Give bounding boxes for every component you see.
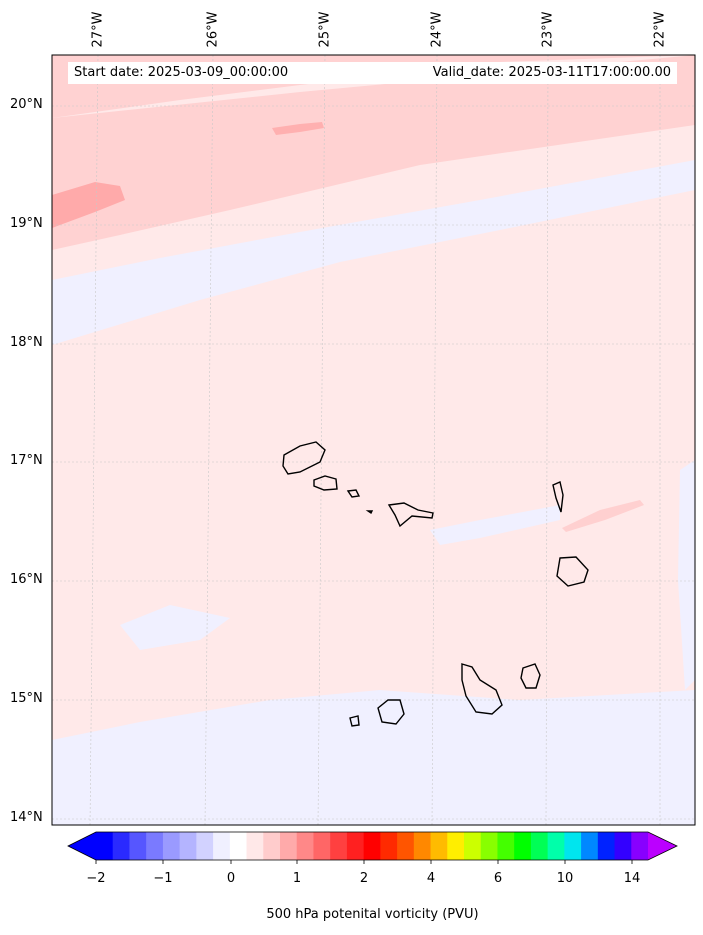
start-date-label: Start date: 2025-03-09_00:00:00 (74, 65, 289, 80)
lat-label-19n: 19°N (10, 216, 43, 231)
island-santa-luzia (346, 489, 361, 498)
colorbar-segment (179, 832, 197, 860)
colorbar-segment (96, 832, 114, 860)
cbar-tick-label: 10 (556, 871, 574, 886)
colorbar-segment (597, 832, 616, 860)
colorbar-segment (581, 832, 599, 860)
lon-label-23w: 23°W (540, 11, 556, 48)
coastlines (282, 441, 589, 727)
pv-band-blue-3 (120, 605, 230, 650)
colorbar-segment (263, 832, 281, 860)
graticule (52, 54, 695, 826)
colorbar-segment (129, 832, 147, 860)
island-sao-vicente (313, 475, 338, 491)
colorbar-segment (614, 832, 632, 860)
island-fogo (377, 699, 405, 725)
cbar-tick-label: 14 (623, 871, 641, 886)
island-boa-vista (556, 556, 589, 587)
cbar-tick-label: 2 (359, 871, 369, 886)
colorbar-segment (112, 832, 130, 860)
date-info-box: Start date: 2025-03-09_00:00:00 Valid_da… (68, 62, 677, 84)
colorbar-segment (464, 832, 482, 860)
cbar-tick-label: −1 (153, 871, 173, 886)
colorbar-segment (514, 832, 532, 860)
colorbar-segment (330, 832, 348, 860)
colorbar-segment (530, 832, 549, 860)
colorbar-extend-high (648, 832, 677, 860)
pv-band-blue-2 (52, 690, 695, 825)
colorbar-segment (313, 832, 331, 860)
cbar-tick-label: 1 (292, 871, 302, 886)
lon-label-24w: 24°W (429, 11, 445, 48)
colorbar-segment (346, 832, 365, 860)
colorbar-label: 500 hPa potenital vorticity (PVU) (266, 907, 479, 922)
island-sal (552, 481, 564, 513)
colorbar-segment (146, 832, 164, 860)
island-brava (349, 715, 360, 727)
lat-label-18n: 18°N (10, 335, 43, 350)
colorbar-segment (229, 832, 248, 860)
colorbar-segment (162, 832, 181, 860)
lat-label-16n: 16°N (10, 572, 43, 587)
colorbar-segment (547, 832, 565, 860)
colorbar-segment (213, 832, 231, 860)
colorbar-segment (413, 832, 432, 860)
colorbar-extend-low (68, 832, 96, 860)
colorbar-segment (497, 832, 515, 860)
pv-band-blue-5 (430, 505, 560, 545)
colorbar-segment (480, 832, 498, 860)
colorbar-segment (430, 832, 448, 860)
map-frame (51, 54, 696, 826)
colorbar-segment (196, 832, 214, 860)
cbar-tick-label: −2 (86, 871, 106, 886)
island-maio (520, 663, 541, 689)
island-raso (365, 510, 374, 515)
island-santo-antao (282, 441, 326, 475)
pv-streak (562, 500, 644, 532)
colorbar-segment (280, 832, 298, 860)
lon-label-22w: 22°W (652, 11, 668, 48)
colorbar-segment (296, 832, 314, 860)
cbar-tick-label: 0 (226, 871, 236, 886)
colorbar-segment (447, 832, 465, 860)
lon-label-26w: 26°W (205, 11, 221, 48)
lon-label-27w: 27°W (90, 11, 106, 48)
colorbar (67, 831, 678, 864)
lat-label-20n: 20°N (10, 97, 43, 112)
island-sao-nicolau (387, 502, 434, 528)
colorbar-segment (246, 832, 264, 860)
colorbar-segment (631, 832, 649, 860)
lon-label-25w: 25°W (317, 11, 333, 48)
cbar-tick-label: 6 (493, 871, 503, 886)
lat-label-14n: 14°N (10, 810, 43, 825)
lat-label-15n: 15°N (10, 691, 43, 706)
pv-max-small (272, 122, 324, 135)
colorbar-segment (397, 832, 415, 860)
lat-label-17n: 17°N (10, 453, 43, 468)
colorbar-segment (380, 832, 398, 860)
valid-date-label: Valid_date: 2025-03-11T17:00:00.00 (432, 65, 671, 80)
colorbar-segment (564, 832, 582, 860)
colorbar-segment (363, 832, 381, 860)
pv-max-west (52, 182, 125, 228)
cbar-tick-label: 4 (426, 871, 436, 886)
pv-band-blue-1 (52, 160, 695, 345)
pv-band-blue-4 (678, 460, 695, 690)
island-santiago (461, 663, 503, 715)
